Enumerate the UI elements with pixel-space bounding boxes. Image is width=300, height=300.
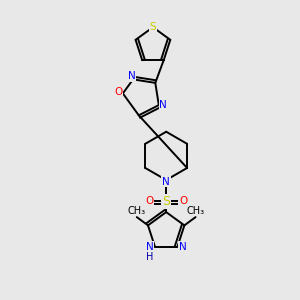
Text: N: N	[159, 100, 167, 110]
Text: O: O	[179, 196, 188, 206]
Text: S: S	[162, 195, 170, 208]
Text: CH₃: CH₃	[128, 206, 146, 216]
Text: O: O	[114, 87, 123, 97]
Text: O: O	[145, 196, 153, 206]
Text: N: N	[146, 242, 154, 252]
Text: CH₃: CH₃	[187, 206, 205, 216]
Text: N: N	[128, 71, 136, 81]
Text: N: N	[162, 176, 170, 187]
Text: N: N	[179, 242, 187, 252]
Text: S: S	[150, 22, 156, 32]
Text: H: H	[146, 252, 153, 262]
